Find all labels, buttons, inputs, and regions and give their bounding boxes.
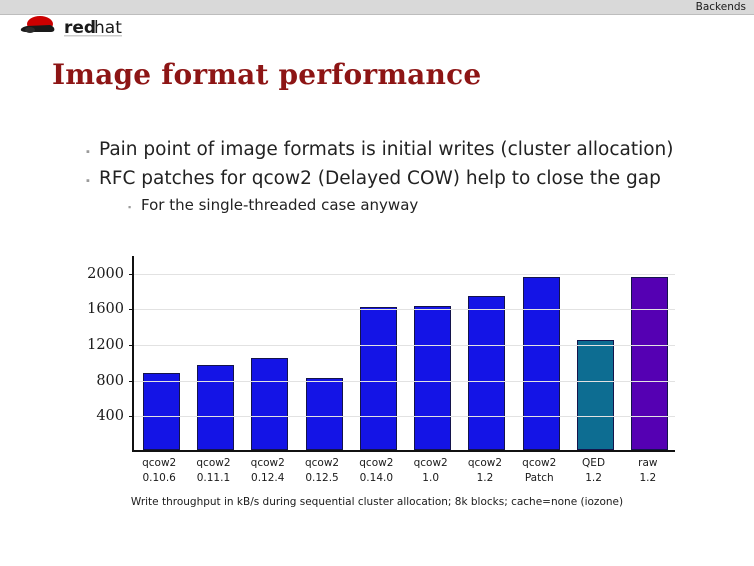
x-tick-label: qcow2 Patch — [512, 456, 566, 486]
bullet-list: ▪ Pain point of image formats is initial… — [86, 136, 716, 219]
chart-bar — [305, 377, 343, 450]
list-item: ▪ For the single-threaded case anyway — [128, 194, 716, 217]
y-tick-mark — [129, 416, 134, 418]
y-tick-mark — [129, 380, 134, 382]
chart-bar — [468, 295, 506, 450]
x-tick-label-line2: 1.2 — [639, 472, 657, 484]
list-item-label: For the single-threaded case anyway — [141, 196, 419, 214]
chart-bar — [142, 373, 180, 450]
x-tick-label-line2: 0.11.1 — [196, 472, 231, 484]
svg-text:red: red — [64, 18, 96, 38]
section-title: Backends — [695, 1, 746, 13]
x-tick-label-line1: raw — [638, 457, 658, 469]
x-tick-label: qcow2 1.0 — [404, 456, 458, 486]
chart-bar — [522, 277, 560, 450]
list-item: ▪ Pain point of image formats is initial… — [86, 136, 716, 163]
gridline — [134, 345, 675, 347]
y-tick-mark — [129, 345, 134, 347]
x-tick-label: qcow2 0.12.5 — [295, 456, 349, 486]
list-item-label: RFC patches for qcow2 (Delayed COW) help… — [99, 168, 661, 189]
slide-header-bar: Backends — [0, 0, 754, 15]
chart-bar — [631, 277, 669, 450]
x-tick-label-line2: 1.0 — [422, 472, 439, 484]
chart-bar — [251, 358, 289, 450]
x-tick-label-line1: qcow2 — [413, 457, 448, 469]
x-tick-label: qcow2 0.11.1 — [186, 456, 240, 486]
x-tick-label: QED 1.2 — [566, 456, 620, 486]
x-tick-label: raw 1.2 — [621, 456, 675, 486]
svg-text:hat: hat — [94, 18, 122, 38]
chart-bar — [577, 339, 615, 450]
x-tick-label-line2: 0.10.6 — [142, 472, 176, 484]
x-tick-label-line2: Patch — [524, 472, 554, 484]
bullet-square-icon: ▪ — [128, 202, 132, 212]
chart-caption: Write throughput in kB/s during sequenti… — [130, 496, 624, 508]
chart-plot-area — [129, 256, 675, 452]
x-tick-label-line1: qcow2 — [250, 457, 285, 469]
x-tick-label-line1: qcow2 — [522, 457, 557, 469]
x-axis: qcow2 0.10.6 qcow2 0.11.1 qcow2 0.12.4 qcow2 0.… — [132, 456, 675, 498]
bullet-square-icon: ▪ — [86, 175, 90, 187]
chart-bar — [359, 306, 397, 450]
gridline — [134, 380, 675, 382]
bars-layer — [134, 256, 675, 450]
gridline — [134, 416, 675, 418]
x-tick-label: qcow2 0.14.0 — [349, 456, 403, 486]
page-title: Image format performance — [52, 58, 482, 91]
bullet-square-icon: ▪ — [86, 146, 90, 158]
x-tick-label-line1: qcow2 — [467, 457, 503, 469]
x-tick-label-line1: qcow2 — [304, 457, 340, 469]
x-tick-label-line2: 0.14.0 — [359, 472, 394, 484]
x-tick-label-line2: 1.2 — [476, 472, 494, 484]
chart-bar — [196, 365, 234, 450]
x-tick-label: qcow2 0.10.6 — [132, 456, 186, 486]
x-tick-label-line1: qcow2 — [196, 457, 231, 469]
x-tick-label-line1: QED — [582, 457, 606, 469]
x-tick-label: qcow2 0.12.4 — [241, 456, 295, 486]
list-item-label: Pain point of image formats is initial w… — [99, 139, 674, 160]
y-tick-label: 400 — [96, 408, 124, 425]
x-tick-label-line2: 1.2 — [585, 472, 602, 484]
x-tick-label-line1: qcow2 — [359, 457, 394, 469]
y-tick-label: 1600 — [87, 301, 124, 318]
y-tick-label: 1200 — [87, 337, 124, 354]
bar-chart: 400 800 1200 1600 2000 qcow2 0.10.6 qcow2 0.11.… — [0, 244, 754, 514]
chart-bar — [414, 305, 452, 450]
list-item: ▪ RFC patches for qcow2 (Delayed COW) he… — [86, 165, 716, 192]
x-tick-label-line2: 0.12.4 — [251, 472, 285, 484]
y-tick-label: 2000 — [87, 265, 124, 282]
y-tick-mark — [129, 309, 134, 311]
gridline — [134, 273, 675, 275]
gridline — [134, 309, 675, 311]
x-tick-label-line1: qcow2 — [142, 457, 177, 469]
redhat-logo: red hat — [18, 13, 148, 39]
x-tick-label-line2: 0.12.5 — [305, 472, 339, 484]
x-tick-label: qcow2 1.2 — [458, 456, 512, 486]
y-tick-label: 800 — [96, 372, 124, 389]
y-tick-mark — [129, 273, 134, 275]
